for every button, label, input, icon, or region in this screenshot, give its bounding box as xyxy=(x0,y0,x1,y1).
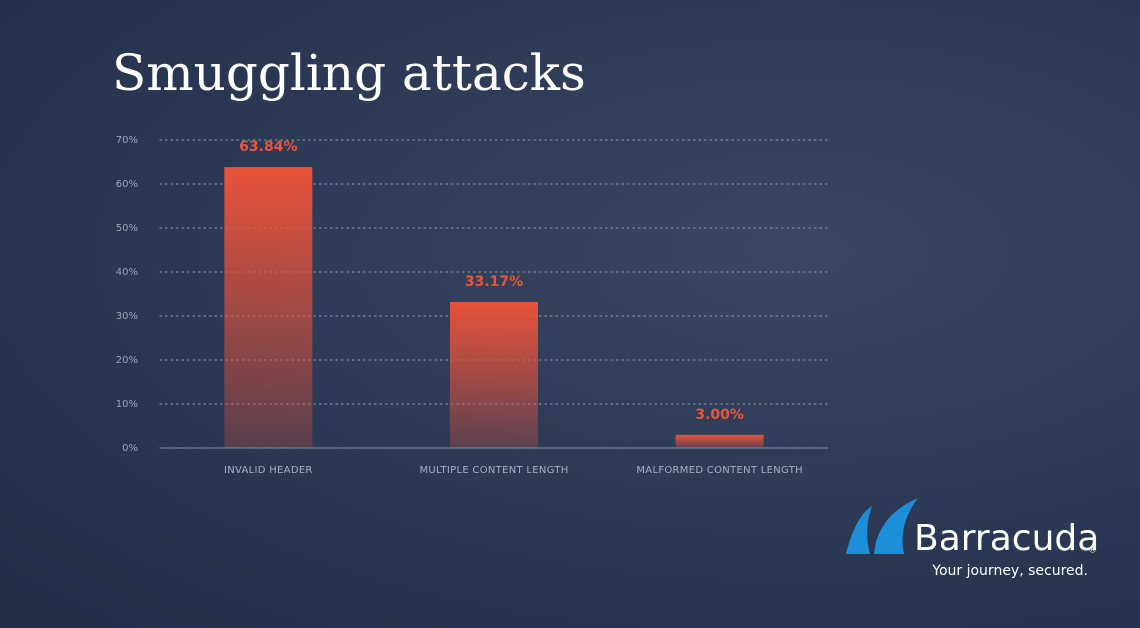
bar xyxy=(224,167,313,448)
logo-name: Barracuda xyxy=(914,518,1099,559)
y-tick-label: 20% xyxy=(116,355,138,366)
x-tick-label: INVALID HEADER xyxy=(224,465,313,476)
y-tick-label: 40% xyxy=(116,267,138,278)
bar xyxy=(675,434,764,448)
y-tick-label: 50% xyxy=(116,223,138,234)
x-tick-label: MALFORMED CONTENT LENGTH xyxy=(636,465,803,476)
value-label: 33.17% xyxy=(465,274,523,290)
chart-title: Smuggling attacks xyxy=(112,44,586,102)
x-tick-label: MULTIPLE CONTENT LENGTH xyxy=(419,465,568,476)
y-tick-label: 10% xyxy=(116,399,138,410)
logo-fin xyxy=(846,506,872,554)
y-tick-label: 70% xyxy=(116,135,138,146)
logo: Barracuda ® Your journey, secured. xyxy=(846,498,1099,579)
y-tick-label: 0% xyxy=(122,443,138,454)
logo-fin xyxy=(874,498,918,554)
value-label: 3.00% xyxy=(695,407,744,423)
bar xyxy=(450,302,538,448)
value-label: 63.84% xyxy=(239,139,297,155)
logo-mark: ® xyxy=(1088,546,1097,556)
logo-tagline: Your journey, secured. xyxy=(931,563,1088,579)
y-tick-label: 30% xyxy=(116,311,138,322)
y-tick-label: 60% xyxy=(116,179,138,190)
